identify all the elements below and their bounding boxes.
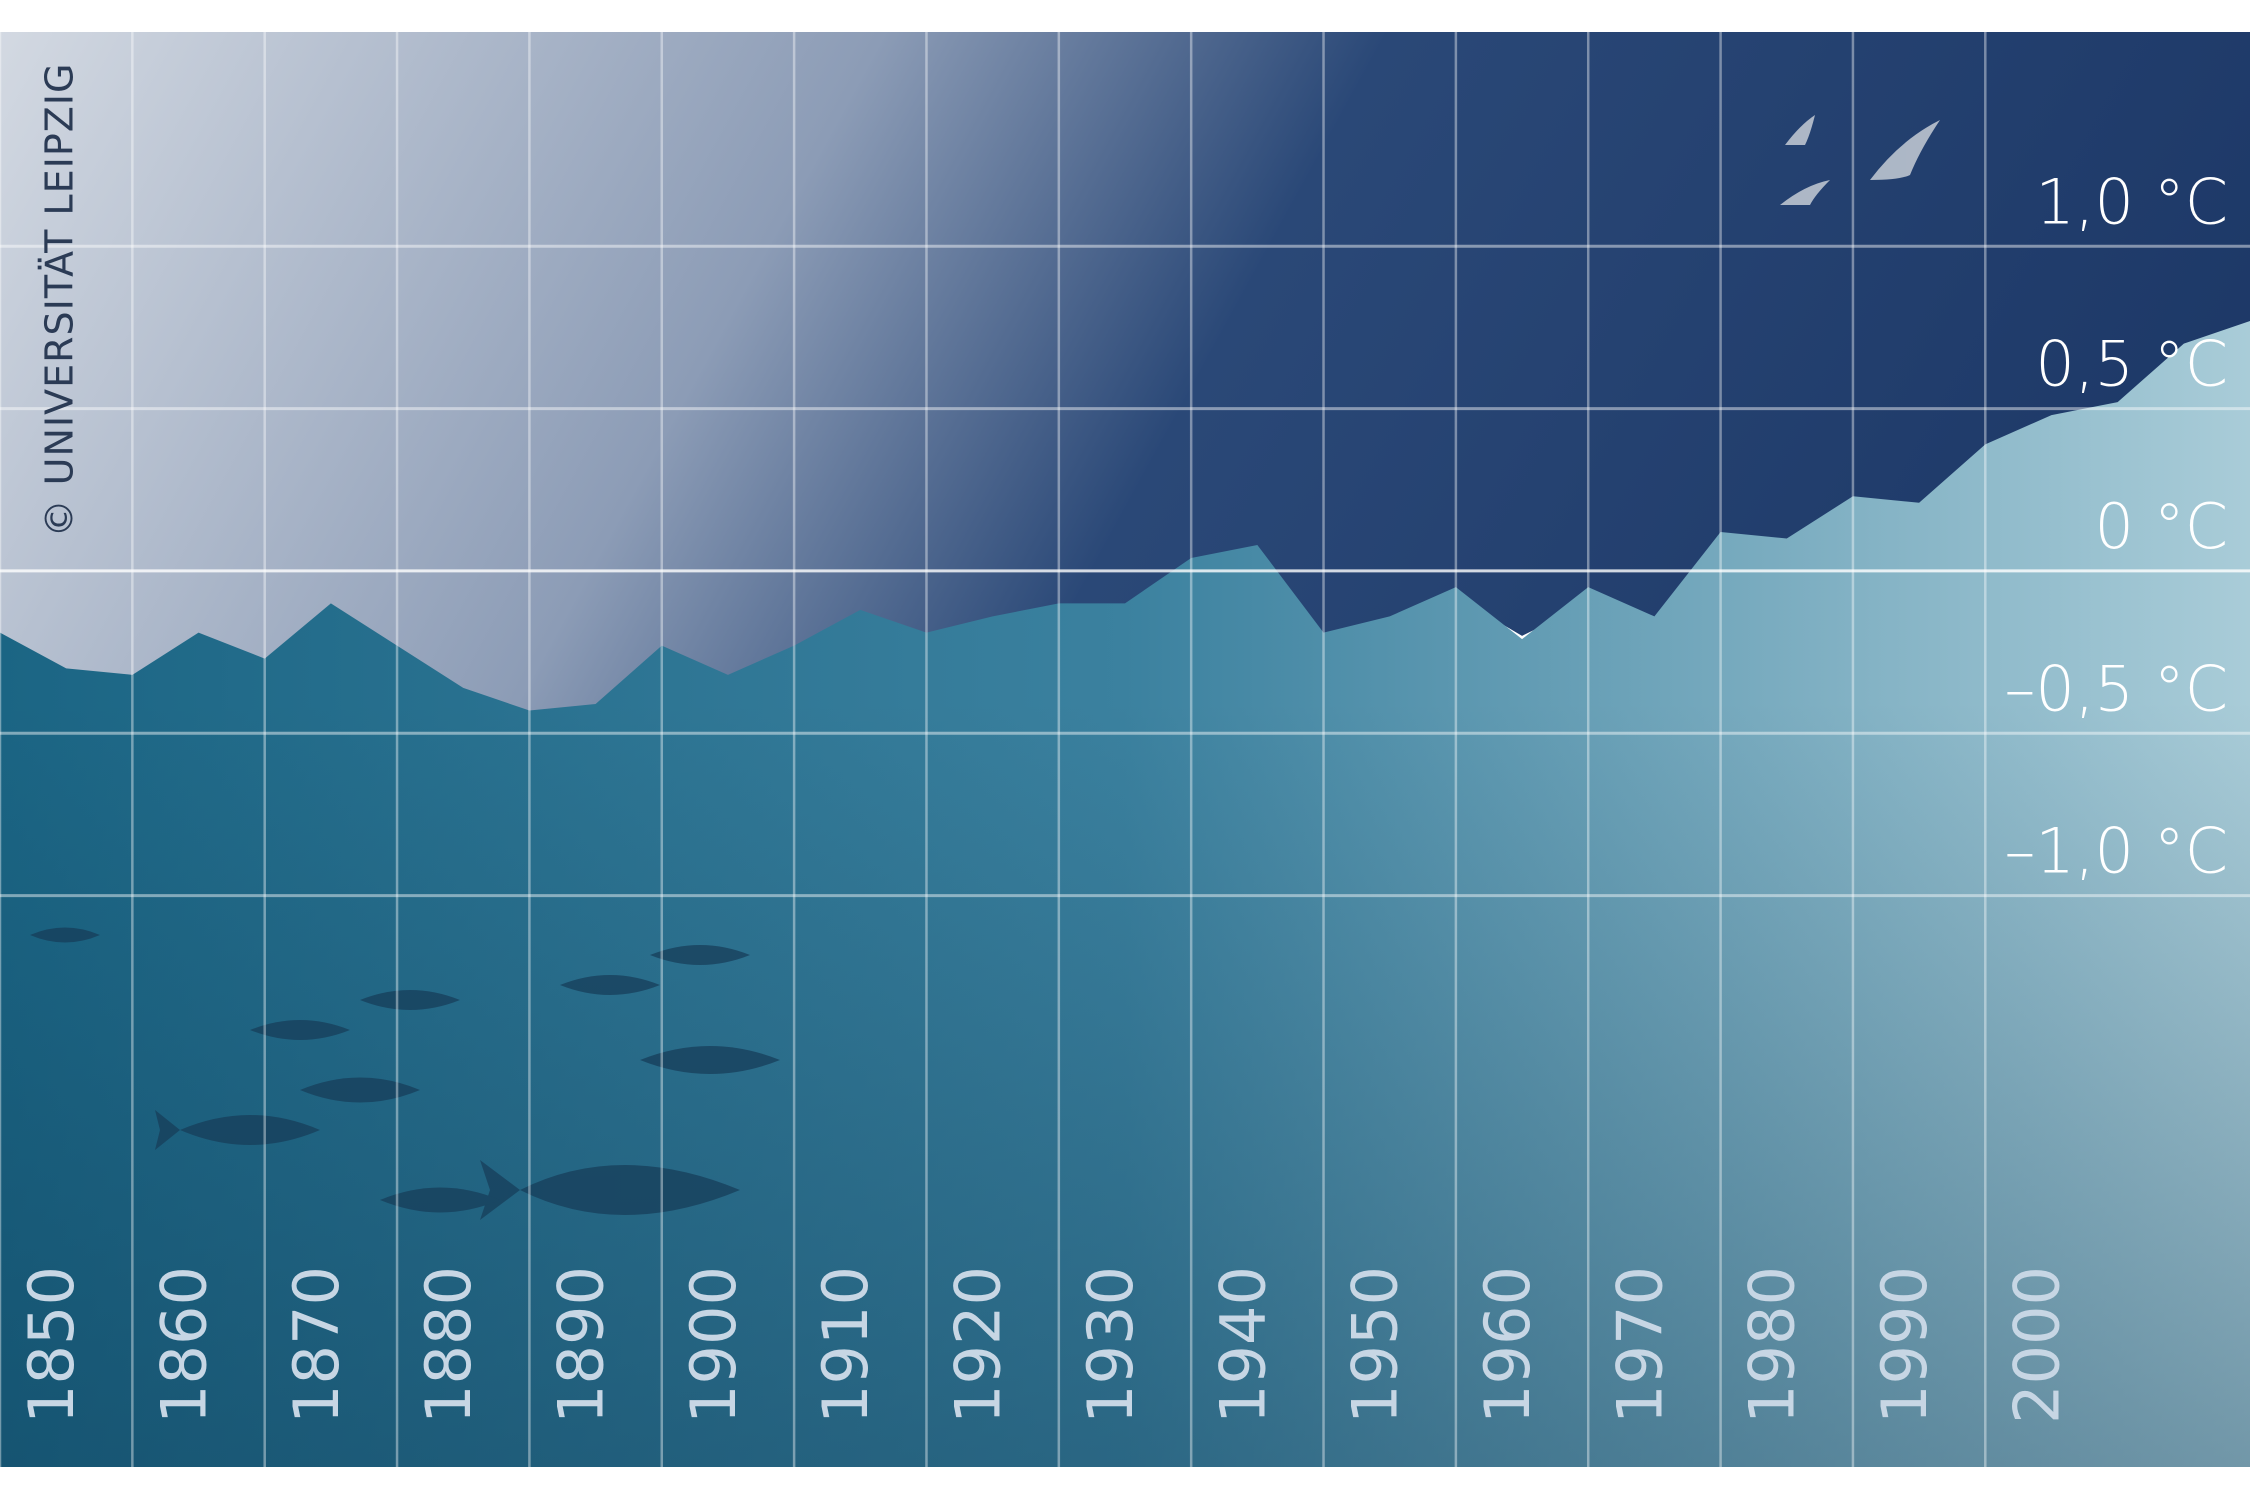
fish [250,1020,350,1040]
y-tick-label: –0,5 °C [2004,652,2228,725]
fish [560,975,660,995]
x-tick-label: 1980 [1736,1266,1809,1424]
fish [155,1110,320,1150]
shark [480,1160,740,1220]
x-tick-label: 1870 [280,1266,353,1424]
fish [650,945,750,965]
x-tick-label: 1880 [412,1266,485,1424]
x-tick-label: 1990 [1868,1266,1941,1424]
credit: © UNIVERSITÄT LEIPZIG [38,63,82,538]
x-tick-label: 1900 [677,1266,750,1424]
fish [30,927,100,943]
bird [1780,180,1830,205]
x-tick-label: 1970 [1603,1266,1676,1424]
y-tick-label: 0 °C [2095,490,2228,563]
fish-school [30,927,780,1220]
birds [1780,115,1940,205]
y-tick-label: 1,0 °C [2035,165,2228,238]
x-tick-label: 1950 [1339,1266,1412,1424]
x-tick-label: 2000 [2000,1266,2073,1424]
x-tick-label: 1890 [545,1266,618,1424]
y-tick-label: –1,0 °C [2004,815,2228,888]
fish [360,990,460,1010]
bird [1785,115,1815,145]
fish [640,1046,780,1074]
fish [300,1077,420,1103]
x-tick-label: 1920 [942,1266,1015,1424]
x-tick-label: 1960 [1471,1266,1544,1424]
x-tick-label: 1940 [1206,1266,1279,1424]
x-tick-label: 1860 [147,1266,220,1424]
x-tick-label: 1910 [809,1266,882,1424]
x-tick-label: 1930 [1074,1266,1147,1424]
bird [1870,120,1940,180]
y-tick-label: 0,5 °C [2035,328,2228,401]
grid: –1,0 °C –0,5 °C 0 °C 0,5 °C 1,0 °C 1850 1860 18… [0,32,2250,1467]
x-tick-label: 1850 [15,1266,88,1424]
fish [380,1187,500,1213]
